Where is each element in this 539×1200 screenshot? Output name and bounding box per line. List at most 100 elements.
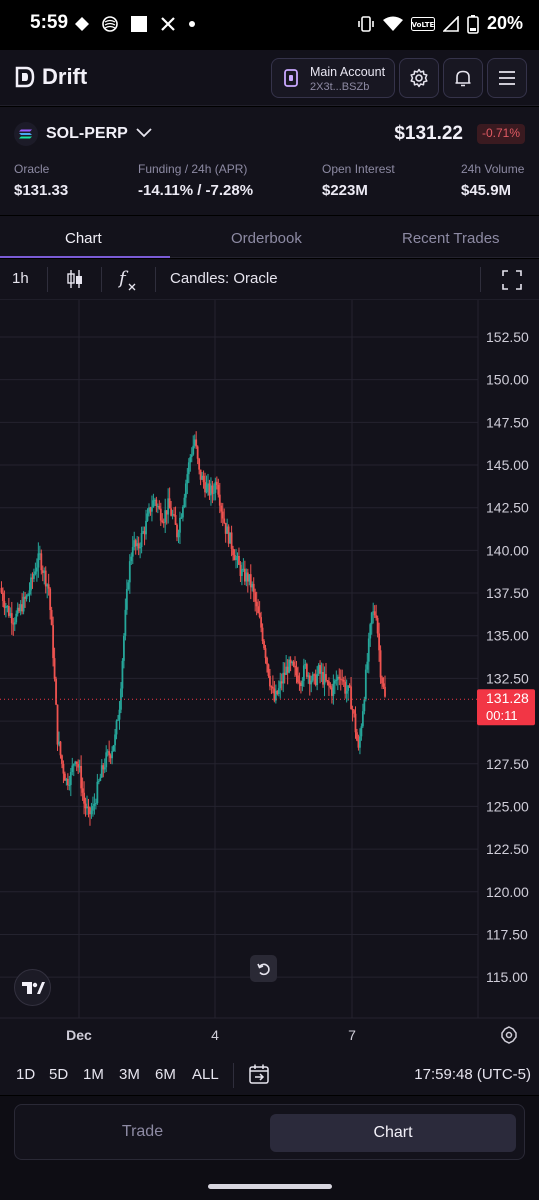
y-tick-label: 152.50 [486,329,529,345]
reset-chart-button[interactable] [250,955,277,982]
tab-recent-trades[interactable]: Recent Trades [402,230,500,247]
candle-body [215,481,218,485]
candle-body [198,458,201,470]
candle-body [7,605,10,616]
candle-body [310,680,313,685]
candle-body [264,648,267,658]
settings-button[interactable] [399,58,439,98]
tab-orderbook[interactable]: Orderbook [231,230,302,247]
status-bar: 5:59 VoLTE 20% [0,0,539,50]
candle-body [356,732,358,741]
range-5d[interactable]: 5D [49,1066,69,1083]
candle-body [283,672,286,675]
range-6m[interactable]: 6M [155,1066,176,1083]
candle-body [21,604,24,612]
candle-body [111,751,114,759]
candle-body [158,506,161,509]
tradingview-logo[interactable] [14,969,51,1006]
candle-body [83,792,85,804]
candle-body [236,555,239,558]
chevron-down-icon[interactable] [135,127,153,139]
trade-toggle-button[interactable]: Trade [121,1123,164,1140]
candle-body [314,674,317,686]
candle-body [354,713,357,733]
candle-body [22,596,25,612]
interval-selector[interactable]: 1h [12,270,29,287]
candle-body [280,681,283,684]
candle-body [325,674,327,681]
price-chart[interactable]: 152.50 150.00 147.50 145.00 142.50 140.00 137.… [0,300,539,1055]
goto-date-icon[interactable] [248,1063,270,1085]
candle-body [229,532,232,544]
range-1d[interactable]: 1D [16,1066,36,1083]
market-selector[interactable]: SOL-PERP [46,125,128,142]
candle-body [68,784,71,786]
y-tick-label: 115.00 [486,969,528,985]
candlestick-icon[interactable] [65,268,85,290]
candle-body [224,522,227,534]
candle-body [142,531,144,533]
market-price: $131.22 [394,123,463,144]
notifications-button[interactable] [443,58,483,98]
home-indicator[interactable] [208,1184,332,1189]
fullscreen-icon[interactable] [502,270,522,290]
signal-icon [442,15,459,32]
candle-body [180,517,183,519]
candle-body [66,778,69,786]
candle-body [136,543,139,547]
y-tick-label: 137.50 [486,585,529,601]
bar-countdown: 00:11 [486,708,518,723]
candle-body [125,589,128,610]
active-tab-indicator [0,256,170,258]
candle-body [47,584,50,589]
function-icon[interactable]: f [118,268,138,292]
tab-chart[interactable]: Chart [65,230,102,247]
candle-body [9,613,12,616]
account-button[interactable]: Main Account 2X3t...BSZb [271,58,395,98]
y-tick-label: 122.50 [486,841,529,857]
y-tick-label: 132.50 [486,670,529,686]
candle-body [164,510,167,523]
candle-body [105,752,108,768]
axis-settings-icon[interactable] [501,1026,517,1044]
candle-body [251,583,254,588]
candle-body [202,475,205,483]
candle-body [108,751,111,756]
candle-body [351,709,354,711]
candles-source[interactable]: Candles: Oracle [170,270,278,287]
candle-body [87,806,90,808]
range-all[interactable]: ALL [192,1066,219,1083]
candle-body [34,571,37,574]
candle-body [246,572,249,582]
candle-body [348,685,351,687]
candle-body [0,587,3,593]
y-tick-label: 142.50 [486,500,529,516]
chart-toolbar: 1h f Candles: Oracle [0,259,539,300]
candle-body [25,595,28,599]
candle-body [170,508,173,516]
reset-icon [256,963,270,975]
candle-body [232,548,234,556]
brand-name: Drift [42,64,88,89]
y-tick-label: 117.50 [486,926,528,942]
y-tick-label: 145.00 [486,457,529,473]
candle-body [329,685,332,688]
range-3m[interactable]: 3M [119,1066,140,1083]
x-tick-label: Dec [66,1027,92,1043]
chart-toggle-button[interactable]: Chart [270,1114,516,1152]
candle-body [285,666,288,675]
candle-body [190,454,193,458]
candle-body [69,772,72,785]
candle-body [53,658,56,679]
candle-body [230,532,233,549]
candle-body [273,688,276,701]
candle-body [182,506,184,518]
drift-logo[interactable]: Drift [14,64,87,90]
range-1m[interactable]: 1M [83,1066,104,1083]
notification-diamond-icon [75,17,89,31]
candle-body [177,532,180,538]
candlestick-chart[interactable]: 152.50 150.00 147.50 145.00 142.50 140.00 137.… [0,300,539,1055]
menu-button[interactable] [487,58,527,98]
candle-body [81,788,84,793]
chart-clock[interactable]: 17:59:48 (UTC-5) [414,1066,531,1083]
